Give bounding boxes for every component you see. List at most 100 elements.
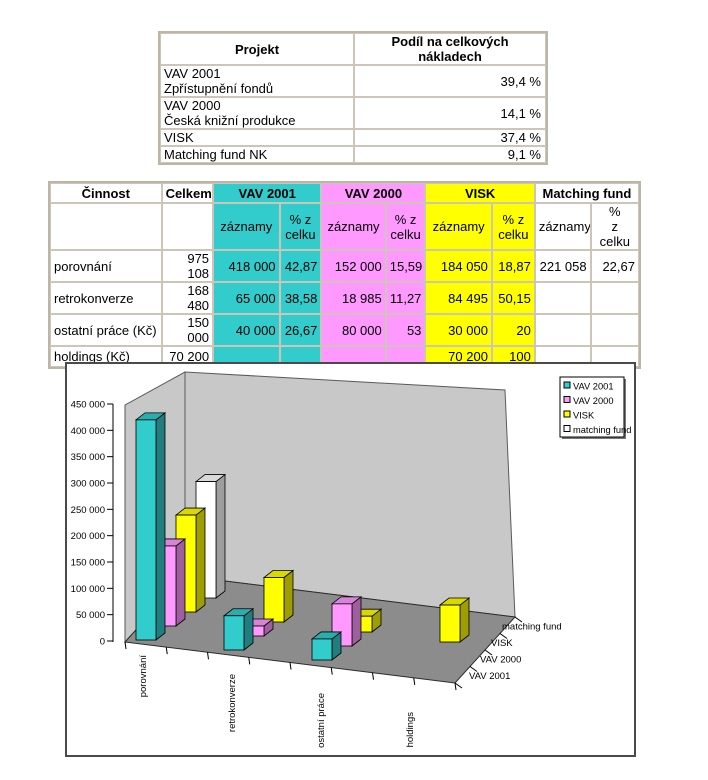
subheader-cell: % z celku bbox=[590, 203, 639, 250]
value-cell bbox=[534, 282, 591, 314]
project-cell: Matching fund NK bbox=[160, 146, 354, 163]
value-tick-label: 100 000 bbox=[71, 584, 105, 595]
value-cell: 18 985 bbox=[321, 282, 386, 314]
category-axis-tick bbox=[454, 682, 457, 691]
bar-retrokonverze-VAV-2001 bbox=[223, 615, 245, 651]
subheader-cell: % z celku bbox=[385, 203, 426, 250]
value-cell: 50,15 bbox=[491, 282, 535, 314]
value-tick-label: 50 000 bbox=[76, 610, 105, 621]
value-cell: 20 bbox=[491, 314, 535, 346]
legend-label: VISK bbox=[573, 411, 595, 421]
value-tick-label: 0 bbox=[100, 637, 105, 648]
total-cell: 975 108 bbox=[161, 250, 214, 282]
column-header-cinnost: Činnost bbox=[50, 183, 162, 203]
category-axis-tick bbox=[165, 647, 168, 655]
category-axis-tick bbox=[289, 662, 292, 670]
category-axis-tick bbox=[124, 641, 127, 650]
share-cell: 14,1 % bbox=[354, 97, 546, 129]
value-cell: 418 000 bbox=[213, 250, 280, 282]
group-header: VAV 2001 bbox=[213, 183, 322, 203]
column-header-projekt: Projekt bbox=[160, 33, 354, 65]
legend-swatch-matching-fund bbox=[563, 425, 571, 432]
table-row: VAV 2000 Česká knižní produkce 14,1 % bbox=[160, 97, 546, 129]
3d-bar-chart-canvas: 0 50 000 100 000 150 000 200 000 250 000 300 0… bbox=[71, 371, 631, 748]
subheader-cell: záznamy bbox=[321, 203, 386, 250]
group-header: Matching fund bbox=[534, 183, 639, 203]
value-cell: 40 000 bbox=[213, 314, 280, 346]
legend-label: VAV 2000 bbox=[573, 396, 614, 406]
project-cell: VAV 2001 Zpřístupnění fondů bbox=[160, 65, 354, 97]
activity-cell: ostatní práce (Kč) bbox=[50, 314, 162, 346]
value-cell: 26,67 bbox=[279, 314, 322, 346]
value-tick-label: 450 000 bbox=[71, 400, 105, 411]
series-axis-label: VAV 2001 bbox=[469, 671, 510, 682]
category-axis-label: porovnání bbox=[138, 655, 149, 698]
activity-cell: porovnání bbox=[50, 250, 162, 282]
column-header-celkem: Celkem bbox=[161, 183, 214, 203]
bar-porovn-n--VAV-2001 bbox=[135, 419, 157, 641]
legend-swatch-VAV-2000 bbox=[563, 396, 571, 403]
value-tick-label: 250 000 bbox=[71, 505, 105, 516]
value-cell bbox=[534, 314, 591, 346]
bar-retrokonverze-VISK-side bbox=[283, 569, 294, 623]
category-axis-label: retrokonverze bbox=[227, 674, 238, 732]
value-cell: 22,67 bbox=[590, 250, 639, 282]
value-cell: 18,87 bbox=[491, 250, 535, 282]
value-cell bbox=[590, 282, 639, 314]
bar-porovn-n--VISK-side bbox=[195, 507, 206, 613]
table-row: Matching fund NK 9,1 % bbox=[160, 146, 546, 163]
empty-cell bbox=[50, 203, 162, 250]
value-cell: 15,59 bbox=[385, 250, 426, 282]
value-tick-label: 300 000 bbox=[71, 479, 105, 490]
subheader-cell: % z celku bbox=[491, 203, 535, 250]
category-axis-label: holdings bbox=[405, 712, 416, 748]
subheader-cell: záznamy bbox=[213, 203, 280, 250]
value-cell: 80 000 bbox=[321, 314, 386, 346]
legend-label: matching fund bbox=[573, 425, 631, 435]
share-cell: 9,1 % bbox=[354, 146, 546, 163]
table-row: VAV 2001 Zpřístupnění fondů 39,4 % bbox=[160, 65, 546, 97]
empty-cell bbox=[161, 203, 214, 250]
project-share-table: Projekt Podíl na celkových nákladech VAV… bbox=[158, 31, 548, 165]
value-cell: 30 000 bbox=[425, 314, 492, 346]
bar-holdings-VISK bbox=[439, 604, 461, 643]
value-cell: 65 000 bbox=[213, 282, 280, 314]
bar-porovn-n--VAV-2001-side bbox=[155, 412, 166, 641]
table-row: retrokonverze 168 480 65 000 38,58 18 985 11,… bbox=[50, 282, 639, 314]
value-cell: 221 058 bbox=[534, 250, 591, 282]
subheader-cell: záznamy bbox=[425, 203, 492, 250]
value-cell: 70 200 bbox=[425, 346, 492, 367]
project-cell: VISK bbox=[160, 129, 354, 146]
value-cell: 42,87 bbox=[279, 250, 322, 282]
value-cell: 152 000 bbox=[321, 250, 386, 282]
value-cell: 11,27 bbox=[385, 282, 426, 314]
project-cell: VAV 2000 Česká knižní produkce bbox=[160, 97, 354, 129]
back-wall bbox=[184, 371, 516, 618]
total-cell: 150 000 bbox=[161, 314, 214, 346]
series-axis-tick bbox=[454, 682, 463, 689]
share-cell: 39,4 % bbox=[354, 65, 546, 97]
bar-retrokonverze-VISK bbox=[263, 577, 285, 623]
subheader-cell: % z celku bbox=[279, 203, 322, 250]
legend-box bbox=[559, 376, 625, 438]
category-axis-tick bbox=[372, 672, 374, 680]
series-axis-tick bbox=[469, 666, 478, 672]
bar-porovn-n--VAV-2000-side bbox=[175, 538, 186, 627]
value-tick-label: 400 000 bbox=[71, 426, 105, 437]
column-header-podil: Podíl na celkových nákladech bbox=[354, 33, 546, 65]
category-axis-tick bbox=[207, 652, 209, 660]
value-cell: 38,58 bbox=[279, 282, 322, 314]
table-header-row: Projekt Podíl na celkových nákladech bbox=[160, 33, 546, 65]
activity-cell: retrokonverze bbox=[50, 282, 162, 314]
table-row: VISK 37,4 % bbox=[160, 129, 546, 146]
series-axis-tick bbox=[499, 633, 508, 639]
activity-breakdown-table: Činnost Celkem VAV 2001 VAV 2000 VISK Matchin… bbox=[48, 181, 641, 369]
category-axis-label: ostatní práce bbox=[316, 693, 327, 748]
legend-swatch-VISK bbox=[563, 410, 571, 418]
value-tick-label: 150 000 bbox=[71, 558, 105, 569]
bar-ostatn-pr-ce-VAV-2001 bbox=[311, 638, 333, 661]
series-axis-tick bbox=[514, 616, 523, 623]
group-header-row: Činnost Celkem VAV 2001 VAV 2000 VISK Matchin… bbox=[50, 183, 639, 203]
category-axis-tick bbox=[248, 657, 251, 665]
